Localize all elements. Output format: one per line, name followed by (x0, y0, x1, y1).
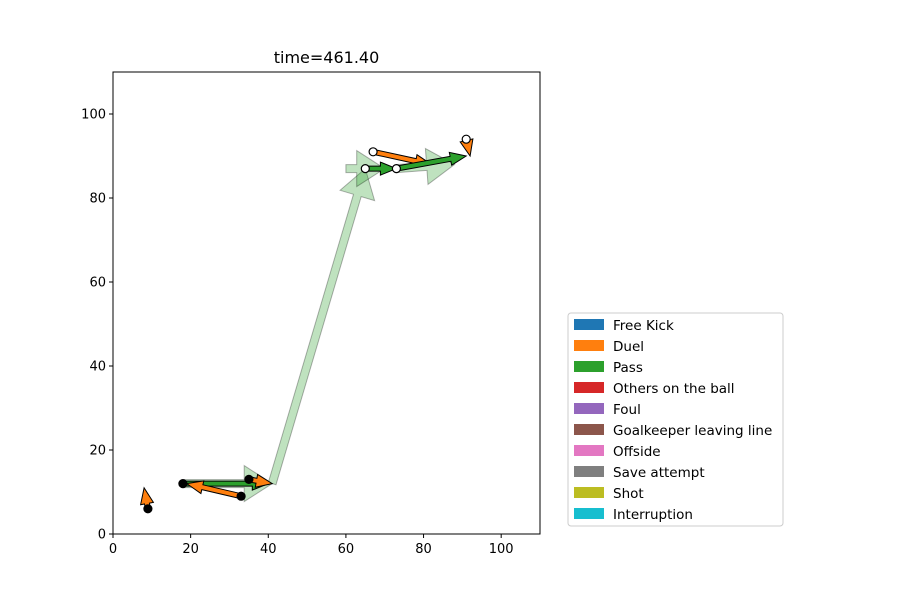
legend-swatch (574, 508, 604, 519)
legend-swatch (574, 319, 604, 330)
x-tick-label: 20 (182, 542, 199, 557)
legend-swatch (574, 466, 604, 477)
duel-arrow (185, 480, 243, 500)
legend-label: Shot (613, 486, 644, 502)
x-tick-label: 0 (109, 542, 117, 557)
x-axis: 0 20 40 60 80 100 (109, 534, 514, 557)
event-start-marker (178, 479, 188, 489)
faded-pass-arrow (395, 147, 456, 186)
x-tick-label: 80 (415, 542, 432, 557)
legend-swatch (574, 445, 604, 456)
x-tick-label: 60 (338, 542, 355, 557)
legend-label: Duel (613, 339, 644, 355)
legend-label: Foul (613, 402, 641, 418)
y-tick-label: 20 (89, 444, 106, 459)
y-tick-label: 0 (98, 528, 106, 543)
y-axis: 0 20 40 60 80 100 (81, 108, 113, 543)
plot-area-frame (112, 71, 541, 535)
legend-label: Others on the ball (613, 381, 735, 397)
x-tick-label: 100 (489, 542, 514, 557)
legend-label: Interruption (613, 507, 693, 523)
legend-box (567, 312, 784, 527)
legend-swatch (574, 487, 604, 498)
y-tick-label: 100 (81, 108, 106, 123)
x-tick-label: 40 (260, 542, 277, 557)
legend-swatch (574, 424, 604, 435)
legend-label: Save attempt (613, 465, 705, 481)
legend-swatch (574, 403, 604, 414)
legend-label: Free Kick (613, 318, 674, 334)
pass-arrow (395, 151, 468, 172)
legend-label: Goalkeeper leaving line (613, 423, 772, 439)
faded-pass-arrow (267, 167, 376, 486)
legend-swatch (574, 382, 604, 393)
event-start-marker (143, 504, 153, 514)
event-start-marker (391, 164, 401, 174)
legend-swatch (574, 361, 604, 372)
event-arrows-layer (139, 134, 474, 514)
y-tick-label: 60 (89, 276, 106, 291)
legend-swatch (574, 340, 604, 351)
legend: Free Kick Duel Pass Others on the ball Foul G… (567, 312, 784, 527)
event-start-marker (244, 474, 254, 484)
legend-label: Offside (613, 444, 661, 460)
legend-label: Pass (613, 360, 643, 376)
event-start-marker (236, 491, 246, 501)
event-start-marker (360, 164, 370, 174)
chart-title: time=461.40 (274, 48, 380, 67)
y-tick-label: 40 (89, 360, 106, 375)
event-start-marker (368, 147, 378, 157)
y-tick-label: 80 (89, 192, 106, 207)
event-start-marker (461, 134, 471, 144)
